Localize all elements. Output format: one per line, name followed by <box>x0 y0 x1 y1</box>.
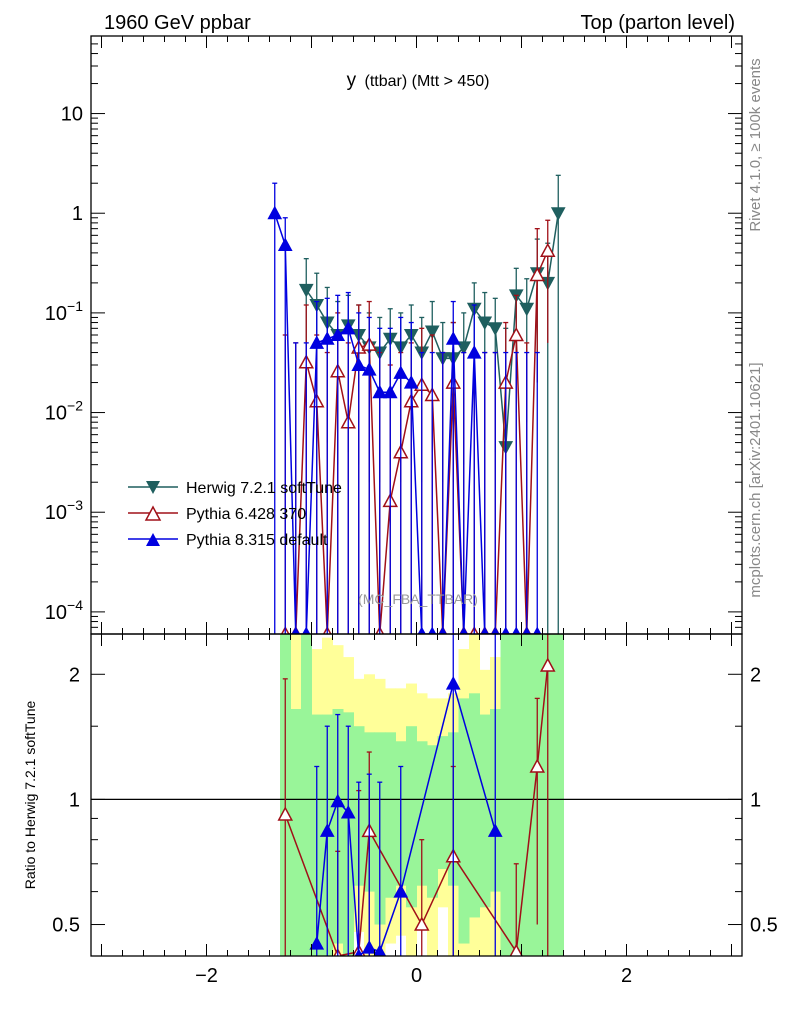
legend-item-pythia8: Pythia 8.315 default <box>128 532 328 549</box>
main-point-pythia8 <box>445 331 461 345</box>
x-tick-label: 2 <box>621 965 632 987</box>
ratio-point-pythia8 <box>319 823 335 837</box>
analysis-label: (MC_FBA_TTBAR) <box>358 591 478 607</box>
main-point-herwig <box>550 207 566 221</box>
main-point-pythia8 <box>309 335 325 349</box>
band-inner <box>469 693 480 918</box>
y-tick-label: 10−3 <box>45 497 83 524</box>
y-tick-label: 10−4 <box>45 597 83 624</box>
ratio-point-pythia8 <box>373 944 387 956</box>
ratio-point-pythia6 <box>509 943 523 956</box>
legend-marker-herwig <box>146 481 160 494</box>
band-inner <box>511 634 522 956</box>
rivet-label: Rivet 4.1.0, ≥ 100k events <box>747 58 764 231</box>
header-left: 1960 GeV ppbar <box>104 12 251 34</box>
main-point-pythia8 <box>372 384 388 399</box>
ratio-point-pythia6 <box>539 657 556 672</box>
ratio-y-tick-label-right: 1 <box>750 789 761 811</box>
ratio-y-tick-label: 0.5 <box>52 915 80 937</box>
x-tick-label: 0 <box>411 965 422 987</box>
main-point-herwig <box>424 325 440 340</box>
main-point-herwig <box>477 316 493 331</box>
main-point-pythia8 <box>319 331 335 345</box>
main-point-pythia8 <box>466 344 482 359</box>
band-inner <box>290 709 302 956</box>
legend-item-pythia6: Pythia 6.428 370 <box>128 505 306 523</box>
header-right: Top (parton level) <box>580 12 735 34</box>
ratio-point-pythia8 <box>445 675 461 690</box>
ratio-point-pythia8 <box>361 940 377 954</box>
main-point-herwig <box>519 302 535 317</box>
legend-label-pythia6: Pythia 6.428 370 <box>186 506 306 523</box>
band-inner <box>416 741 428 886</box>
ratio-point-pythia8 <box>340 804 356 819</box>
legend-label-herwig: Herwig 7.2.1 softTune <box>186 480 342 497</box>
ratio-point-pythia8 <box>487 823 503 837</box>
y-tick-label: 10−1 <box>45 298 83 325</box>
ratio-y-tick-label-right: 2 <box>750 664 761 686</box>
main-point-pythia8 <box>403 375 419 389</box>
band-inner <box>301 634 312 956</box>
y-tick-label: 10 <box>61 104 83 126</box>
main-point-pythia8 <box>330 327 346 342</box>
plot-title: y (ttbar) (Mtt > 450) <box>347 70 490 91</box>
ratio-point-pythia8 <box>330 793 346 808</box>
band-inner <box>385 732 396 898</box>
y-tick-label: 10−2 <box>45 398 83 425</box>
legend-marker-pythia6 <box>144 505 162 521</box>
ratio-y-tick-label-right: 0.5 <box>750 915 778 937</box>
ratio-point-pythia6 <box>529 758 546 773</box>
main-point-herwig <box>456 341 472 356</box>
plot-title-main: y <box>347 70 357 91</box>
band-inner <box>479 714 491 908</box>
ratio-panel <box>91 634 742 956</box>
ratio-y-tick-label: 1 <box>69 789 80 811</box>
x-tick-label: −2 <box>195 965 218 987</box>
band-inner <box>406 726 417 908</box>
ratio-point-pythia6 <box>277 806 294 821</box>
band-inner <box>427 745 438 898</box>
main-point-pythia6 <box>539 242 556 258</box>
main-point-pythia8 <box>340 320 356 335</box>
legend: Herwig 7.2.1 softTune Pythia 6.428 370 P… <box>128 480 342 549</box>
band-inner <box>500 634 512 956</box>
legend-marker-pythia8 <box>146 533 160 546</box>
plot-title-sub: (ttbar) (Mtt > 450) <box>365 73 490 90</box>
ratio-point-pythia8 <box>393 884 409 898</box>
main-point-pythia8 <box>267 205 283 220</box>
band-inner <box>458 698 470 944</box>
main-point-pythia6 <box>529 266 546 282</box>
main-point-pythia8 <box>382 384 398 399</box>
main-point-pythia8 <box>351 357 367 372</box>
legend-item-herwig: Herwig 7.2.1 softTune <box>128 480 342 497</box>
main-point-pythia8 <box>361 362 377 376</box>
mcplots-label: mcplots.cern.ch [arXiv:2401.10621] <box>747 362 764 597</box>
main-line-pythia6 <box>285 250 549 634</box>
main-point-pythia6 <box>508 326 525 342</box>
band-inner <box>437 736 449 870</box>
ratio-point-pythia8 <box>309 935 325 950</box>
band-inner <box>553 634 564 956</box>
main-point-herwig <box>298 283 314 298</box>
main-panel <box>267 174 566 634</box>
band-inner <box>521 634 533 956</box>
ratio-point-pythia6 <box>413 916 430 931</box>
main-point-herwig <box>487 322 503 336</box>
ratio-y-tick-label: 2 <box>69 664 80 686</box>
main-point-pythia8 <box>393 365 409 379</box>
legend-label-pythia8: Pythia 8.315 default <box>186 532 328 549</box>
ratio-ylabel: Ratio to Herwig 7.2.1 softTune <box>22 700 38 889</box>
y-tick-label: 1 <box>72 203 83 225</box>
main-point-pythia8 <box>277 237 293 252</box>
